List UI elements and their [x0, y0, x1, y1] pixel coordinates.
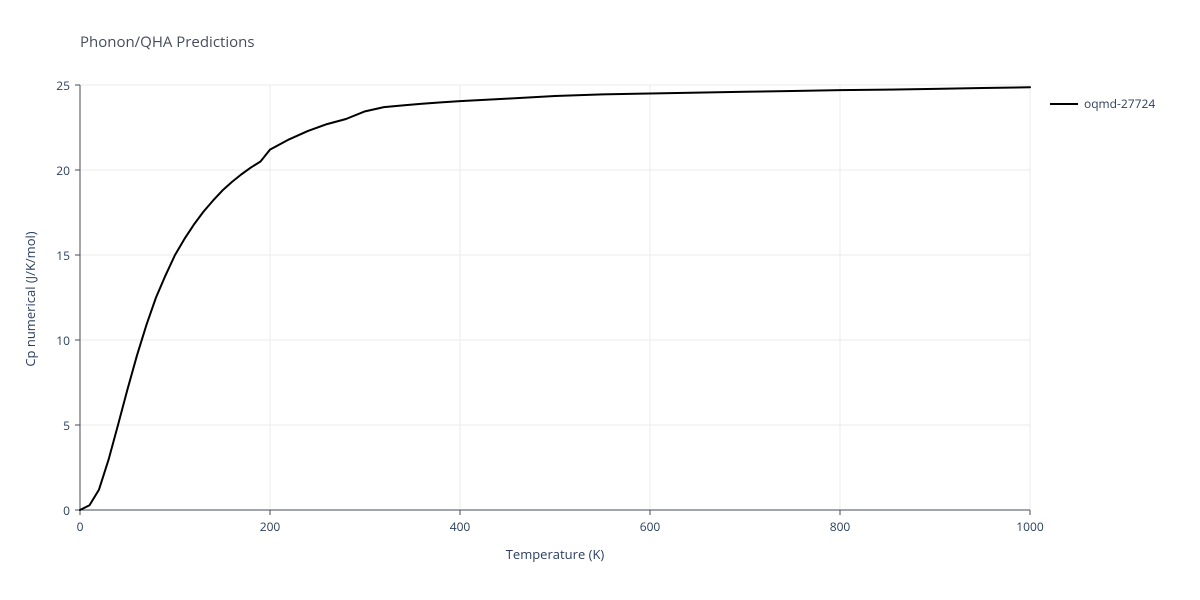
x-tick-label: 800 — [820, 518, 860, 535]
legend-line — [1050, 103, 1078, 105]
y-axis-label: Cp numerical (J/K/mol) — [21, 99, 39, 499]
y-tick-label: 25 — [56, 77, 70, 94]
y-tick-label: 15 — [56, 247, 70, 264]
x-axis-label: Temperature (K) — [80, 545, 1030, 563]
x-tick-label: 600 — [630, 518, 670, 535]
chart-container: Phonon/QHA Predictions Temperature (K) C… — [0, 0, 1200, 600]
y-tick-label: 5 — [63, 417, 70, 434]
y-tick-label: 10 — [56, 332, 70, 349]
y-tick-label: 0 — [63, 502, 70, 519]
x-tick-label: 1000 — [1010, 518, 1050, 535]
legend-label: oqmd-27724 — [1084, 95, 1155, 112]
x-tick-label: 0 — [60, 518, 100, 535]
y-tick-label: 20 — [56, 162, 70, 179]
legend: oqmd-27724 — [1050, 95, 1155, 112]
x-tick-label: 400 — [440, 518, 480, 535]
chart-plot-svg — [0, 0, 1200, 600]
x-tick-label: 200 — [250, 518, 290, 535]
